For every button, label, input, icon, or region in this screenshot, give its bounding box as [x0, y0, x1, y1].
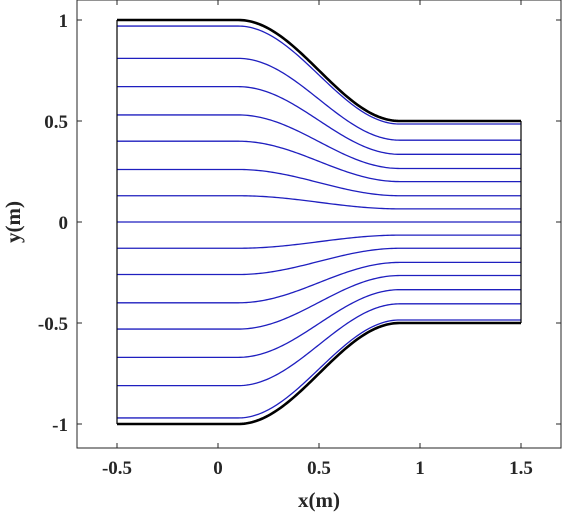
streamline-3 [117, 114, 521, 170]
x-tick-label-1: 0 [213, 458, 223, 479]
streamline-1 [117, 57, 521, 141]
channel-walls [116, 18, 522, 426]
streamline-6 [117, 195, 521, 210]
x-tick-label-0: -0.5 [102, 458, 132, 479]
x-tick-label-4: 1.5 [509, 458, 533, 479]
x-axis-label: x(m) [298, 488, 340, 512]
streamline-2 [117, 86, 521, 155]
streamline-0 [117, 25, 521, 125]
streamline-14 [117, 319, 521, 419]
streamlines-group [117, 25, 521, 419]
y-tick-label-2: 0 [59, 213, 69, 234]
y-tick-label-3: -0.5 [38, 314, 68, 335]
top-wall [117, 18, 521, 123]
plot-area [76, 0, 562, 449]
y-axis-label: y(m) [1, 201, 25, 243]
streamline-10 [117, 261, 521, 304]
streamline-4 [117, 140, 521, 183]
y-tick-label-1: 0.5 [44, 112, 68, 133]
x-tick-label-2: 0.5 [307, 458, 331, 479]
x-axis-ticks: -0.5 0 0.5 1 1.5 [102, 0, 533, 479]
y-tick-label-4: -1 [52, 415, 68, 436]
streamline-12 [117, 289, 521, 358]
y-tick-label-0: 1 [59, 11, 69, 32]
streamline-9 [117, 247, 521, 276]
streamline-13 [117, 303, 521, 387]
streamline-5 [117, 168, 521, 197]
y-axis-ticks: 1 0.5 0 -0.5 -1 [38, 11, 561, 436]
streamline-11 [117, 274, 521, 330]
x-tick-label-3: 1 [415, 458, 425, 479]
streamline-8 [117, 234, 521, 249]
bottom-wall [117, 321, 521, 426]
